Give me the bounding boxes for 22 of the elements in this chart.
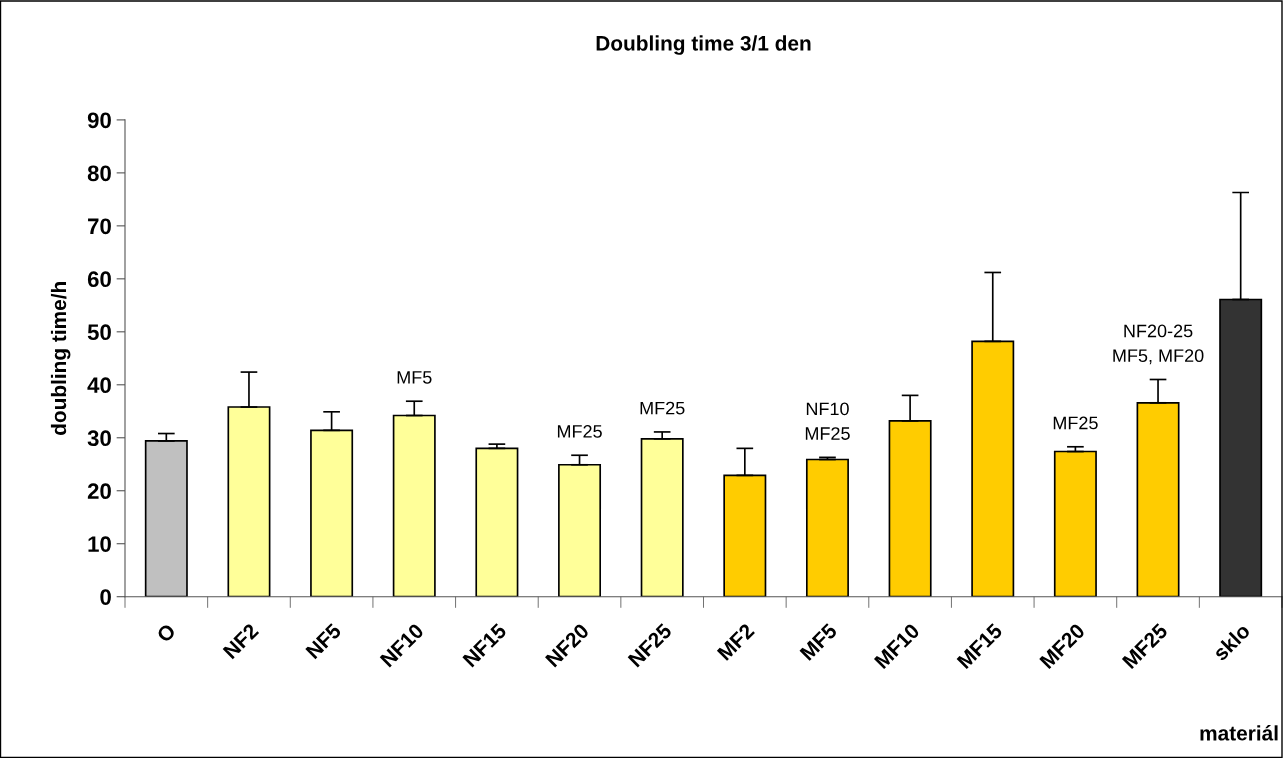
y-tick-label: 90 — [87, 112, 111, 129]
y-tick-label: 80 — [87, 165, 111, 182]
annotation: MF25 — [557, 425, 602, 438]
y-tick-label: 50 — [87, 324, 111, 341]
annotation: MF5 — [397, 371, 432, 384]
y-tick-label: 60 — [87, 271, 111, 288]
x-tick-label: O — [155, 622, 177, 644]
annotation: NF20-25 MF5, MF20 — [1113, 324, 1204, 365]
y-tick-label: 0 — [100, 589, 111, 605]
x-tick-label: NF2 — [222, 622, 260, 660]
chart-title: Doubling time 3/1 den — [596, 35, 811, 55]
annotation: MF25 — [640, 401, 685, 415]
annotation: MF25 — [1053, 416, 1098, 430]
x-axis-title: materiál — [1200, 725, 1278, 741]
y-tick-label: 30 — [87, 430, 111, 447]
y-tick-label: 70 — [88, 218, 111, 235]
x-tick-label: sklo — [1211, 622, 1251, 662]
annotation: NF10 MF25 — [805, 402, 850, 440]
y-tick-label: 10 — [88, 536, 111, 552]
y-tick-label: 40 — [87, 377, 111, 394]
y-axis-title: doubling time/h — [50, 282, 71, 435]
y-tick-label: 20 — [87, 483, 111, 500]
